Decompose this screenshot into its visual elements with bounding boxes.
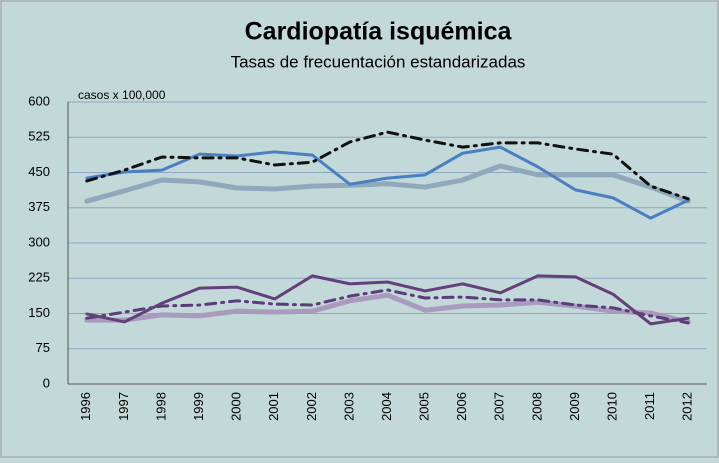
y-tick-label: 525 bbox=[28, 129, 50, 144]
x-tick-label: 2001 bbox=[266, 392, 281, 421]
x-tick-label: 1998 bbox=[153, 392, 168, 421]
y-tick-label: 450 bbox=[28, 164, 50, 179]
x-tick-label: 2005 bbox=[417, 392, 432, 421]
y-tick-label: 0 bbox=[43, 375, 50, 390]
y-tick-label: 225 bbox=[28, 270, 50, 285]
series-line bbox=[85, 130, 690, 201]
x-tick-label: 2011 bbox=[642, 392, 657, 420]
x-tick-label: 2000 bbox=[229, 392, 244, 421]
x-tick-label: 2002 bbox=[304, 392, 319, 421]
axis-annotation: casos x 100,000 bbox=[78, 88, 166, 102]
x-tick-label: 2010 bbox=[604, 392, 619, 421]
series-line bbox=[85, 145, 690, 220]
series-line bbox=[85, 288, 690, 325]
x-tick-label: 2012 bbox=[680, 392, 695, 421]
y-tick-label: 600 bbox=[28, 93, 50, 108]
y-tick-label: 300 bbox=[28, 234, 50, 249]
x-tick-label: 2006 bbox=[454, 392, 469, 421]
y-tick-label: 75 bbox=[36, 340, 50, 355]
x-tick-label: 2009 bbox=[567, 392, 582, 421]
chart-title: Cardiopatía isquémica bbox=[245, 18, 513, 46]
x-tick-label: 2008 bbox=[529, 392, 544, 421]
x-tick-label: 1999 bbox=[191, 392, 206, 421]
x-tick-label: 2004 bbox=[379, 392, 394, 421]
x-tick-label: 2007 bbox=[492, 392, 507, 421]
y-tick-label: 375 bbox=[28, 199, 50, 214]
x-tick-label: 1997 bbox=[116, 392, 131, 421]
chart-subtitle: Tasas de frecuentación estandarizadas bbox=[231, 52, 526, 71]
series-line bbox=[84, 163, 691, 204]
series-line bbox=[85, 274, 690, 326]
x-tick-label: 2003 bbox=[341, 392, 356, 421]
x-tick-label: 1996 bbox=[78, 392, 93, 421]
y-tick-label: 150 bbox=[28, 305, 50, 320]
series-line bbox=[84, 292, 691, 325]
